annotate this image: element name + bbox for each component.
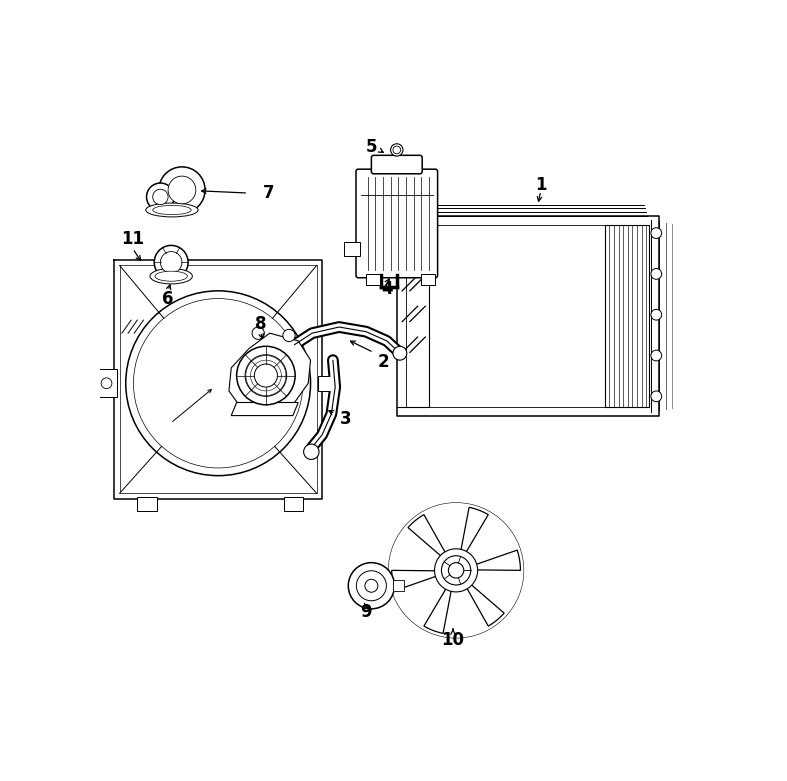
Circle shape xyxy=(153,189,168,205)
Bar xyxy=(283,497,303,511)
Ellipse shape xyxy=(153,205,191,215)
Circle shape xyxy=(449,562,464,578)
Circle shape xyxy=(651,350,662,361)
Bar xyxy=(137,497,157,511)
Circle shape xyxy=(357,571,386,601)
Text: 4: 4 xyxy=(381,280,393,298)
Circle shape xyxy=(388,503,524,638)
Circle shape xyxy=(161,251,182,273)
Circle shape xyxy=(349,562,394,609)
Bar xyxy=(421,274,435,285)
Text: 3: 3 xyxy=(339,411,351,429)
Text: 6: 6 xyxy=(162,290,174,308)
Circle shape xyxy=(393,346,407,360)
Circle shape xyxy=(434,549,478,592)
Bar xyxy=(98,369,116,397)
Circle shape xyxy=(390,144,403,156)
Circle shape xyxy=(254,364,278,387)
Circle shape xyxy=(283,330,295,341)
Circle shape xyxy=(101,378,112,389)
Polygon shape xyxy=(231,402,298,415)
Circle shape xyxy=(442,556,471,585)
Circle shape xyxy=(159,167,205,213)
Circle shape xyxy=(237,346,295,405)
Circle shape xyxy=(126,291,311,476)
Polygon shape xyxy=(424,584,453,633)
Ellipse shape xyxy=(155,271,187,281)
Polygon shape xyxy=(460,508,488,557)
Text: 2: 2 xyxy=(378,354,390,372)
Bar xyxy=(366,274,380,285)
Circle shape xyxy=(393,146,401,154)
Circle shape xyxy=(146,183,174,211)
Text: 8: 8 xyxy=(255,315,266,333)
Polygon shape xyxy=(229,333,311,415)
Ellipse shape xyxy=(150,269,192,284)
Circle shape xyxy=(154,245,188,280)
Text: 9: 9 xyxy=(360,603,371,621)
Circle shape xyxy=(651,309,662,320)
Text: 11: 11 xyxy=(121,230,144,248)
Circle shape xyxy=(365,580,378,592)
Bar xyxy=(345,242,360,256)
Circle shape xyxy=(651,269,662,280)
Text: 5: 5 xyxy=(366,138,377,156)
Text: 10: 10 xyxy=(442,630,464,649)
Circle shape xyxy=(651,391,662,401)
Circle shape xyxy=(252,327,264,340)
Circle shape xyxy=(304,444,319,459)
Polygon shape xyxy=(471,550,520,570)
Polygon shape xyxy=(464,581,504,626)
Bar xyxy=(393,580,404,591)
Polygon shape xyxy=(392,570,442,590)
Circle shape xyxy=(134,298,303,468)
FancyBboxPatch shape xyxy=(356,169,438,278)
Text: 7: 7 xyxy=(262,184,274,202)
Polygon shape xyxy=(408,515,448,559)
Circle shape xyxy=(651,228,662,238)
Ellipse shape xyxy=(146,203,198,217)
Circle shape xyxy=(168,176,196,204)
Text: 1: 1 xyxy=(535,177,546,194)
Bar xyxy=(318,376,332,391)
FancyBboxPatch shape xyxy=(371,155,422,174)
Circle shape xyxy=(245,355,286,396)
